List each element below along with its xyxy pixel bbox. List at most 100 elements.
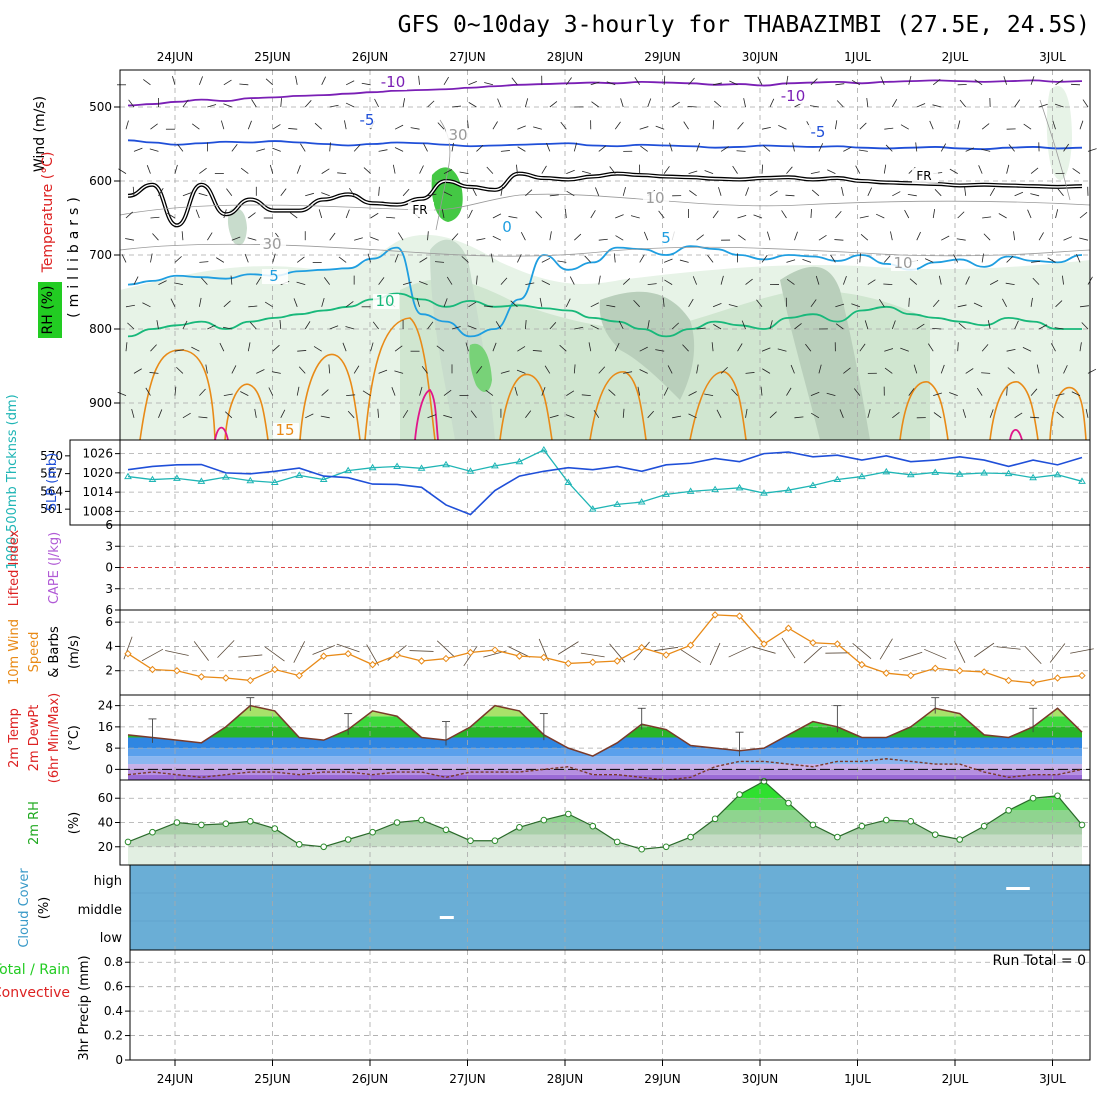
rh-marker	[516, 824, 523, 831]
contour-label-bg	[260, 237, 286, 252]
wind-barb	[476, 144, 484, 152]
wind-barb	[728, 304, 738, 308]
wind-barb	[940, 143, 947, 152]
wind-barb	[1038, 232, 1044, 241]
wind-barb	[1030, 297, 1033, 307]
wind10-barb	[123, 636, 133, 660]
wind-barb	[982, 216, 992, 219]
wind-barb	[692, 276, 697, 285]
thickness-marker	[1053, 470, 1062, 478]
rh-marker	[393, 819, 401, 826]
wind-barb	[223, 300, 231, 308]
wind10-barb	[165, 650, 189, 656]
wind-barb	[167, 212, 176, 219]
temp-band	[128, 748, 1082, 757]
wind-barb	[916, 323, 925, 330]
wind-barb	[792, 142, 795, 152]
wind-barb	[145, 387, 151, 396]
rh-marker	[662, 843, 670, 851]
wind-barb	[634, 77, 641, 86]
rh-line	[127, 780, 1083, 850]
wind-barb	[989, 409, 994, 418]
wind-barb	[835, 210, 842, 219]
contour-label: 30	[262, 235, 281, 253]
wind-barb	[1082, 99, 1089, 108]
wind-barb	[295, 75, 298, 85]
wind-barb	[713, 324, 722, 330]
wind10-barb	[293, 641, 306, 663]
wind-barb	[378, 369, 388, 374]
wind-barb	[392, 164, 396, 174]
wind-barb	[916, 231, 921, 241]
wind-barb	[790, 364, 795, 374]
wind-barb	[517, 125, 526, 130]
wind-barb	[125, 211, 133, 219]
wind-barb	[182, 412, 191, 419]
contour-line	[127, 292, 1082, 338]
wind-barb	[569, 276, 575, 285]
wind-barb	[427, 100, 435, 108]
precip-tick-label: 0.8	[104, 955, 123, 969]
lifted-tick-label: 3	[105, 539, 113, 553]
wind-barb	[394, 345, 403, 352]
wind-barb	[711, 342, 714, 352]
wind-barb	[835, 303, 845, 308]
wind-barb	[1079, 212, 1088, 219]
rh-marker	[540, 816, 548, 824]
wind-barb	[549, 414, 559, 419]
contour-label-bg	[446, 128, 472, 143]
wind-barb	[564, 209, 567, 219]
wind-barb	[965, 276, 970, 285]
temp-band	[128, 769, 1082, 775]
wind-barb	[468, 102, 477, 108]
wind-barb	[249, 322, 257, 330]
warm-contours	[119, 99, 1091, 441]
wind-barb	[669, 142, 673, 152]
rh-marker	[1078, 821, 1086, 829]
date-label-bottom: 26JUN	[352, 1072, 389, 1086]
wind-barb	[766, 231, 771, 241]
wind-barb	[329, 104, 339, 108]
wind-barb	[655, 125, 665, 130]
wind-barb	[839, 409, 844, 418]
wind-barb	[402, 188, 410, 197]
wind-barb	[297, 350, 307, 352]
thickness-marker	[613, 500, 622, 507]
wind-barb	[884, 127, 894, 130]
rh-tick-label: 40	[98, 816, 113, 830]
wind-barb	[492, 121, 498, 130]
wind-barb	[150, 253, 153, 263]
thickness-marker	[539, 445, 548, 453]
thickness-marker	[833, 475, 842, 483]
wind-barb	[535, 211, 543, 219]
wind10-marker	[784, 624, 793, 632]
wind10-marker	[613, 657, 621, 665]
wind-barb	[620, 98, 624, 108]
rh-band	[128, 834, 1082, 847]
wind-barbs	[117, 75, 1097, 419]
wind-barb	[345, 326, 355, 330]
wind-barb	[1003, 76, 1007, 85]
rh-panel-label: 2m RH	[27, 801, 42, 845]
wind-barb	[613, 253, 616, 263]
wind-barb	[476, 365, 483, 374]
wind-barb	[590, 210, 596, 219]
wind-barb	[222, 326, 232, 330]
wind-barb	[637, 386, 641, 396]
wind-barb	[205, 364, 208, 374]
contour-label: 30	[448, 126, 467, 144]
wind-barb	[490, 253, 494, 263]
wind-barb	[834, 239, 844, 241]
wind-barb	[224, 411, 233, 419]
contour-label: FR	[412, 203, 427, 217]
wind-barb	[361, 82, 371, 86]
contour-label-bg	[891, 256, 917, 271]
wind-barb	[323, 277, 331, 285]
wind-barb	[231, 365, 237, 374]
wind-barb	[199, 76, 203, 85]
wind-barb	[712, 120, 715, 130]
wind-barb	[864, 320, 869, 330]
contour-label-bg	[373, 294, 399, 309]
temp-band	[128, 726, 1082, 738]
contour-label-bg	[381, 75, 407, 90]
